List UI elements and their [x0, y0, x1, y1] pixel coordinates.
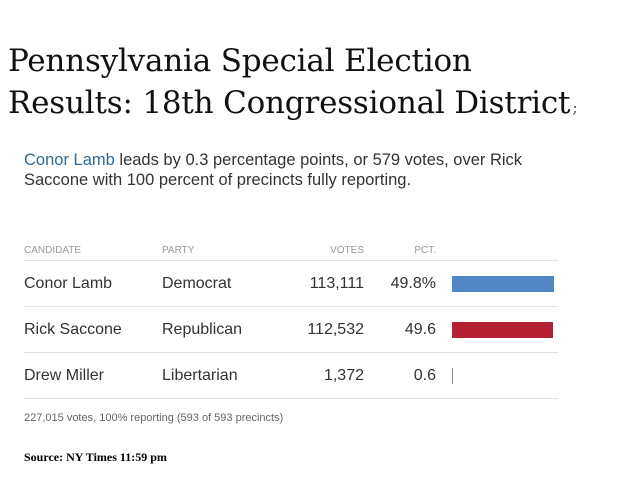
leader-name-link[interactable]: Conor Lamb [24, 151, 115, 169]
headline-line-2: Results: 18th Congressional District [8, 85, 571, 121]
vote-share-cell [452, 352, 558, 399]
table-row: Rick Saccone Republican 112,532 49.6 [24, 306, 558, 353]
candidate-party: Democrat [162, 260, 274, 307]
candidate-name: Drew Miller [24, 352, 162, 399]
vote-share-track [452, 367, 554, 384]
header-pct: PCT. [364, 240, 452, 261]
table-header-row: CANDIDATE PARTY VOTES PCT. [24, 240, 558, 261]
headline-line-2-wrap: Results: 18th Congressional District; [8, 82, 640, 129]
header-votes: VOTES [274, 240, 364, 261]
header-bar [452, 240, 558, 261]
table-row: Conor Lamb Democrat 113,111 49.8% [24, 260, 558, 307]
vote-share-track [452, 275, 554, 292]
candidate-votes: 113,111 [274, 260, 364, 307]
candidate-votes: 112,532 [274, 306, 364, 353]
candidate-party: Republican [162, 306, 274, 353]
vote-share-bar [452, 275, 554, 292]
vote-share-cell [452, 260, 558, 307]
results-table: CANDIDATE PARTY VOTES PCT. Conor Lamb De… [24, 240, 558, 399]
headline-trailing-mark: ; [572, 98, 578, 117]
summary-text: leads by 0.3 percentage points, or 579 v… [24, 151, 523, 189]
results-summary: Conor Lamb leads by 0.3 percentage point… [24, 150, 554, 190]
header-candidate: CANDIDATE [24, 240, 162, 261]
headline: Pennsylvania Special Election Results: 1… [8, 40, 640, 129]
headline-line-1: Pennsylvania Special Election [8, 43, 472, 79]
candidate-party: Libertarian [162, 352, 274, 399]
candidate-votes: 1,372 [274, 352, 364, 399]
table-row: Drew Miller Libertarian 1,372 0.6 [24, 352, 558, 399]
candidate-pct: 49.8% [364, 260, 452, 307]
candidate-name: Rick Saccone [24, 306, 162, 353]
source-note: Source: NY Times 11:59 pm [24, 450, 167, 464]
header-party: PARTY [162, 240, 274, 261]
vote-share-track [452, 321, 554, 338]
candidate-pct: 49.6 [364, 306, 452, 353]
candidate-name: Conor Lamb [24, 260, 162, 307]
vote-share-bar [452, 367, 453, 384]
candidate-pct: 0.6 [364, 352, 452, 399]
totals-line: 227,015 votes, 100% reporting (593 of 59… [24, 412, 284, 424]
vote-share-cell [452, 306, 558, 353]
vote-share-bar [452, 321, 553, 338]
